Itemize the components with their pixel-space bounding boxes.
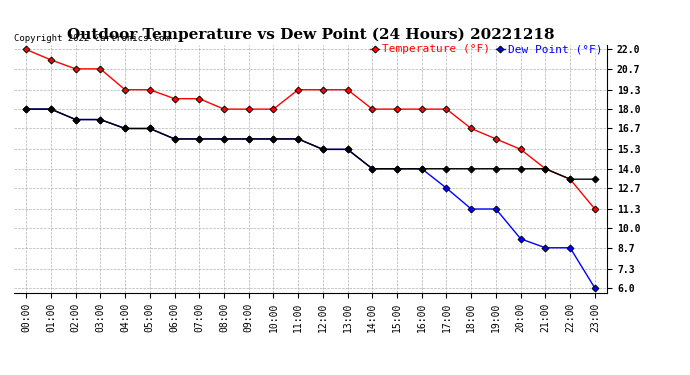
Temperature (°F) bbox=[170, 96, 179, 101]
Dew Point (°F) bbox=[22, 107, 30, 111]
Dew Point (°F) bbox=[47, 107, 55, 111]
Dew Point (°F) bbox=[121, 126, 129, 131]
Dew Point (°F) bbox=[417, 166, 426, 171]
Dew Point (°F) bbox=[244, 136, 253, 141]
Temperature (°F) bbox=[121, 87, 129, 92]
Temperature (°F) bbox=[195, 96, 204, 101]
Temperature (°F) bbox=[96, 67, 104, 71]
Temperature (°F) bbox=[467, 126, 475, 131]
Dew Point (°F) bbox=[591, 286, 599, 290]
Dew Point (°F) bbox=[442, 186, 451, 190]
Dew Point (°F) bbox=[566, 246, 574, 250]
Dew Point (°F) bbox=[72, 117, 80, 122]
Temperature (°F) bbox=[591, 207, 599, 211]
Temperature (°F) bbox=[344, 87, 352, 92]
Temperature (°F) bbox=[72, 67, 80, 71]
Dew Point (°F) bbox=[492, 207, 500, 211]
Temperature (°F) bbox=[442, 107, 451, 111]
Temperature (°F) bbox=[244, 107, 253, 111]
Dew Point (°F) bbox=[170, 136, 179, 141]
Temperature (°F) bbox=[47, 58, 55, 62]
Temperature (°F) bbox=[517, 147, 525, 152]
Temperature (°F) bbox=[566, 177, 574, 182]
Legend: Temperature (°F), Dew Point (°F): Temperature (°F), Dew Point (°F) bbox=[366, 40, 607, 59]
Temperature (°F) bbox=[269, 107, 277, 111]
Temperature (°F) bbox=[541, 166, 549, 171]
Dew Point (°F) bbox=[96, 117, 104, 122]
Dew Point (°F) bbox=[195, 136, 204, 141]
Dew Point (°F) bbox=[541, 246, 549, 250]
Temperature (°F) bbox=[220, 107, 228, 111]
Dew Point (°F) bbox=[393, 166, 401, 171]
Temperature (°F) bbox=[294, 87, 302, 92]
Title: Outdoor Temperature vs Dew Point (24 Hours) 20221218: Outdoor Temperature vs Dew Point (24 Hou… bbox=[67, 28, 554, 42]
Text: Copyright 2022 Cartronics.com: Copyright 2022 Cartronics.com bbox=[14, 33, 170, 42]
Temperature (°F) bbox=[492, 136, 500, 141]
Dew Point (°F) bbox=[319, 147, 327, 152]
Dew Point (°F) bbox=[294, 136, 302, 141]
Temperature (°F) bbox=[393, 107, 401, 111]
Temperature (°F) bbox=[368, 107, 377, 111]
Line: Temperature (°F): Temperature (°F) bbox=[23, 47, 598, 211]
Line: Dew Point (°F): Dew Point (°F) bbox=[23, 106, 598, 291]
Dew Point (°F) bbox=[344, 147, 352, 152]
Temperature (°F) bbox=[417, 107, 426, 111]
Temperature (°F) bbox=[319, 87, 327, 92]
Temperature (°F) bbox=[22, 47, 30, 52]
Dew Point (°F) bbox=[146, 126, 154, 131]
Dew Point (°F) bbox=[220, 136, 228, 141]
Dew Point (°F) bbox=[517, 237, 525, 241]
Temperature (°F) bbox=[146, 87, 154, 92]
Dew Point (°F) bbox=[467, 207, 475, 211]
Dew Point (°F) bbox=[368, 166, 377, 171]
Dew Point (°F) bbox=[269, 136, 277, 141]
